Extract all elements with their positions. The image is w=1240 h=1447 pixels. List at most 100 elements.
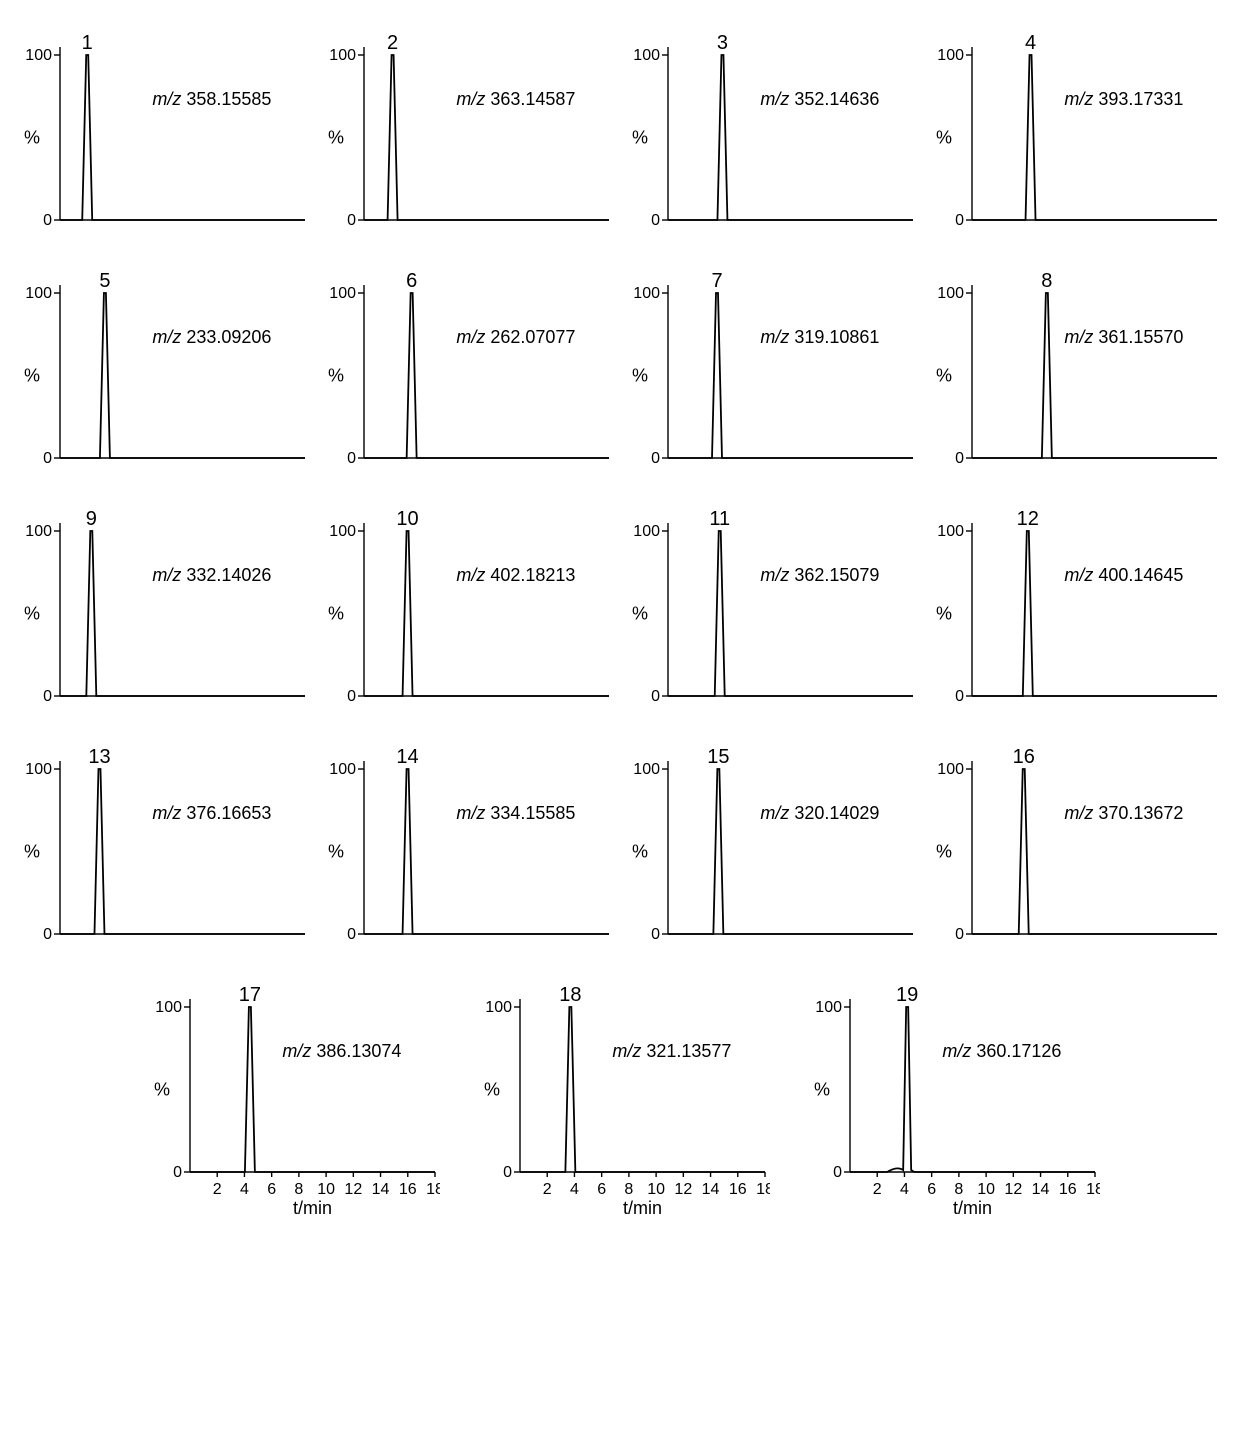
yaxis-percent: % <box>328 128 344 148</box>
xaxis-title: t/min <box>293 1198 332 1218</box>
chromatogram-trace <box>668 769 913 934</box>
peak-id-label: 15 <box>707 746 729 768</box>
mz-label: m/z 402.18213 <box>456 565 575 585</box>
chromatogram-trace <box>364 293 609 458</box>
peak-id-label: 16 <box>1013 746 1035 768</box>
mz-label: m/z 262.07077 <box>456 327 575 347</box>
chromatogram-trace <box>60 293 305 458</box>
chromatogram-row: 0100%17m/z 386.1307424681012141618t/min0… <box>10 972 1230 1247</box>
peak-id-label: 14 <box>396 746 418 768</box>
xtick-label: 2 <box>543 1181 552 1198</box>
yaxis-percent: % <box>24 128 40 148</box>
xtick-label: 18 <box>1086 1181 1100 1198</box>
xtick-label: 14 <box>372 1181 390 1198</box>
xtick-label: 12 <box>1004 1181 1022 1198</box>
chromatogram-trace <box>668 293 913 458</box>
ytick-0: 0 <box>651 688 660 705</box>
peak-id-label: 6 <box>406 270 417 292</box>
xtick-label: 8 <box>294 1181 303 1198</box>
ytick-0: 0 <box>833 1164 842 1181</box>
xtick-label: 8 <box>954 1181 963 1198</box>
mz-label: m/z 363.14587 <box>456 89 575 109</box>
peak-id-label: 3 <box>717 32 728 54</box>
mz-label: m/z 361.15570 <box>1064 327 1183 347</box>
chromatogram-trace <box>668 531 913 696</box>
chromatogram-panel: 0100%4m/z 393.17331 <box>922 20 1222 250</box>
ytick-100: 100 <box>937 47 964 64</box>
chromatogram-panel: 0100%16m/z 370.13672 <box>922 734 1222 964</box>
peak-id-label: 9 <box>86 508 97 530</box>
chromatogram-trace <box>972 769 1217 934</box>
peak-id-label: 18 <box>559 984 581 1006</box>
ytick-100: 100 <box>25 285 52 302</box>
xtick-label: 4 <box>570 1181 579 1198</box>
ytick-0: 0 <box>43 450 52 467</box>
chromatogram-panel: 0100%19m/z 360.1712624681012141618t/min <box>800 972 1100 1247</box>
peak-id-label: 1 <box>82 32 93 54</box>
ytick-100: 100 <box>815 999 842 1016</box>
ytick-0: 0 <box>347 450 356 467</box>
mz-label: m/z 352.14636 <box>760 89 879 109</box>
yaxis-percent: % <box>632 604 648 624</box>
mz-label: m/z 386.13074 <box>282 1041 401 1061</box>
ytick-100: 100 <box>329 47 356 64</box>
ytick-100: 100 <box>155 999 182 1016</box>
xtick-label: 12 <box>344 1181 362 1198</box>
chromatogram-panel: 0100%10m/z 402.18213 <box>314 496 614 726</box>
mz-label: m/z 319.10861 <box>760 327 879 347</box>
peak-id-label: 2 <box>387 32 398 54</box>
ytick-100: 100 <box>25 523 52 540</box>
xaxis-title: t/min <box>953 1198 992 1218</box>
chromatogram-panel: 0100%8m/z 361.15570 <box>922 258 1222 488</box>
yaxis-percent: % <box>814 1080 830 1100</box>
peak-id-label: 19 <box>896 984 918 1006</box>
ytick-100: 100 <box>329 761 356 778</box>
ytick-0: 0 <box>503 1164 512 1181</box>
chromatogram-trace <box>972 55 1217 220</box>
yaxis-percent: % <box>632 842 648 862</box>
ytick-0: 0 <box>651 926 660 943</box>
ytick-0: 0 <box>651 450 660 467</box>
mz-label: m/z 233.09206 <box>152 327 271 347</box>
ytick-100: 100 <box>329 285 356 302</box>
xtick-label: 8 <box>624 1181 633 1198</box>
ytick-100: 100 <box>633 523 660 540</box>
yaxis-percent: % <box>154 1080 170 1100</box>
xtick-label: 18 <box>756 1181 770 1198</box>
mz-label: m/z 362.15079 <box>760 565 879 585</box>
chromatogram-row: 0100%13m/z 376.166530100%14m/z 334.15585… <box>10 734 1230 964</box>
ytick-100: 100 <box>25 47 52 64</box>
chromatogram-trace <box>60 769 305 934</box>
peak-id-label: 17 <box>239 984 261 1006</box>
chromatogram-panel: 0100%14m/z 334.15585 <box>314 734 614 964</box>
ytick-0: 0 <box>955 450 964 467</box>
yaxis-percent: % <box>632 366 648 386</box>
yaxis-percent: % <box>24 366 40 386</box>
ytick-100: 100 <box>633 285 660 302</box>
yaxis-percent: % <box>936 128 952 148</box>
chromatogram-panel: 0100%13m/z 376.16653 <box>10 734 310 964</box>
ytick-100: 100 <box>329 523 356 540</box>
ytick-100: 100 <box>485 999 512 1016</box>
chromatogram-row: 0 100% 5 m/z 233.09206 0 100% 6 m/z 262.07077 0 1… <box>10 258 1230 488</box>
xtick-label: 18 <box>426 1181 440 1198</box>
chromatogram-trace <box>668 55 913 220</box>
chromatogram-panel: 0100%17m/z 386.1307424681012141618t/min <box>140 972 440 1247</box>
xtick-label: 12 <box>674 1181 692 1198</box>
xtick-label: 16 <box>1059 1181 1077 1198</box>
xaxis-title: t/min <box>623 1198 662 1218</box>
xtick-label: 10 <box>977 1181 995 1198</box>
ytick-0: 0 <box>43 688 52 705</box>
peak-id-label: 5 <box>99 270 110 292</box>
chromatogram-panel: 0100%9m/z 332.14026 <box>10 496 310 726</box>
ytick-100: 100 <box>937 523 964 540</box>
yaxis-percent: % <box>328 604 344 624</box>
xtick-label: 10 <box>317 1181 335 1198</box>
mz-label: m/z 360.17126 <box>942 1041 1061 1061</box>
peak-id-label: 13 <box>88 746 110 768</box>
ytick-0: 0 <box>955 688 964 705</box>
chromatogram-panel: 0100%15m/z 320.14029 <box>618 734 918 964</box>
chromatogram-row: 0100%1m/z 358.155850100%2m/z 363.1458701… <box>10 20 1230 250</box>
peak-id-label: 8 <box>1041 270 1052 292</box>
yaxis-percent: % <box>328 842 344 862</box>
